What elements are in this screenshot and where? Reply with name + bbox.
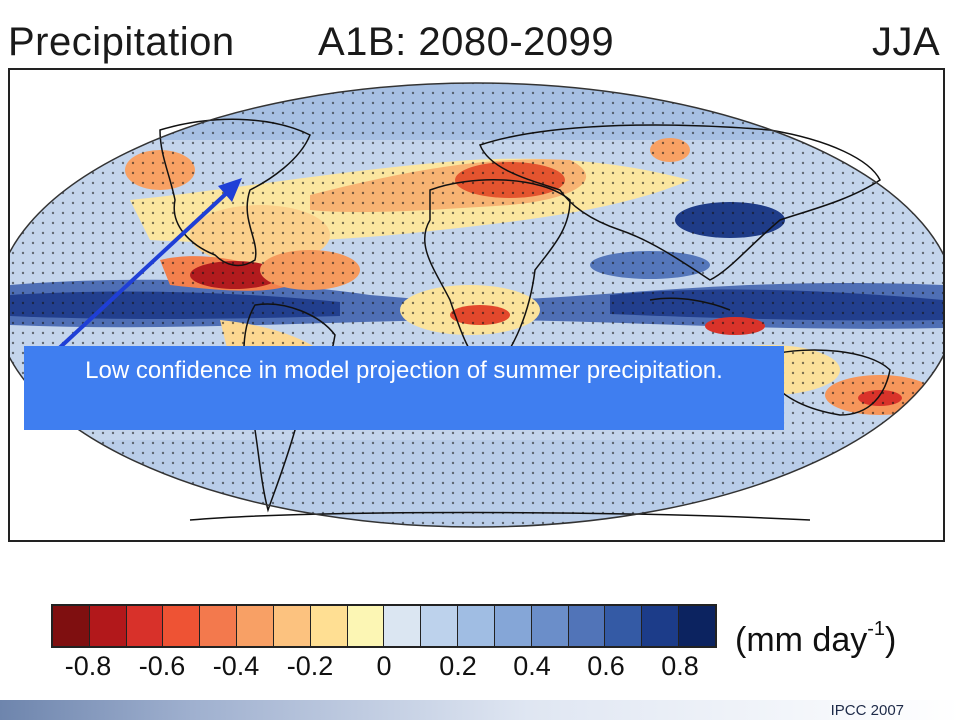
map-field xyxy=(10,83,943,527)
colorbar-tick-label: -0.4 xyxy=(212,651,260,681)
colorbar-swatch xyxy=(163,606,201,646)
footer-band xyxy=(0,700,960,720)
colorbar-swatch xyxy=(384,606,422,646)
colorbar-swatch xyxy=(679,606,715,646)
title-variable: Precipitation xyxy=(8,20,235,64)
colorbar-swatch xyxy=(126,606,164,646)
title-season: JJA xyxy=(872,20,941,64)
callout-text: Low confidence in model projection of su… xyxy=(85,357,723,384)
colorbar-swatch xyxy=(605,606,643,646)
colorbar-swatch xyxy=(531,606,569,646)
credit-text: IPCC 2007 xyxy=(830,702,904,719)
colorbar-tick-label: -0.6 xyxy=(138,651,186,681)
colorbar-tick-label: 0.2 xyxy=(439,651,477,681)
colorbar-swatch xyxy=(200,606,238,646)
colorbar-swatch xyxy=(421,606,459,646)
callout-box: Low confidence in model projection of su… xyxy=(24,346,784,430)
colorbar-swatch xyxy=(642,606,680,646)
colorbar-swatch xyxy=(273,606,311,646)
colorbar-ticks: -0.8 -0.6 -0.4 -0.2 0 0.2 0.4 0.6 0.8 xyxy=(51,651,717,691)
colorbar-swatch xyxy=(237,606,274,646)
colorbar-swatch xyxy=(494,606,532,646)
arrowhead-icon xyxy=(218,178,242,202)
units-close: ) xyxy=(885,621,897,659)
title-scenario: A1B: 2080-2099 xyxy=(318,20,615,64)
colorbar-swatch xyxy=(347,606,385,646)
callout-arrow xyxy=(53,188,232,354)
units-base: (mm day xyxy=(735,621,868,659)
colorbar-tick-label: 0.6 xyxy=(587,651,625,681)
coastlines xyxy=(159,118,891,521)
colorbar-swatch xyxy=(89,606,127,646)
colorbar-swatch xyxy=(458,606,495,646)
colorbar-swatch xyxy=(310,606,348,646)
colorbar-tick-label: 0.8 xyxy=(661,651,699,681)
units-label: (mm day-1) xyxy=(735,617,897,660)
colorbar-tick-label: 0.4 xyxy=(513,651,551,681)
colorbar-tick-label: -0.2 xyxy=(286,651,334,681)
colorbar xyxy=(51,604,717,648)
colorbar-tick-label: 0 xyxy=(376,651,392,681)
units-exponent: -1 xyxy=(867,617,886,640)
colorbar-swatch xyxy=(568,606,606,646)
colorbar-tick-label: -0.8 xyxy=(64,651,112,681)
precipitation-map xyxy=(8,68,945,542)
colorbar-swatch xyxy=(53,606,90,646)
